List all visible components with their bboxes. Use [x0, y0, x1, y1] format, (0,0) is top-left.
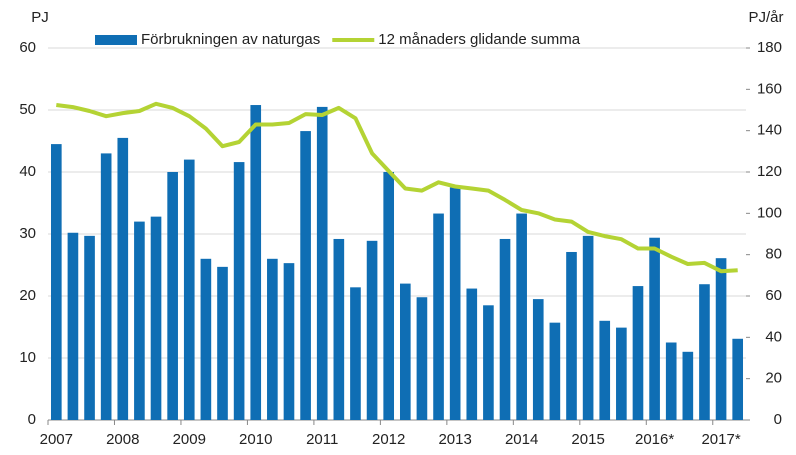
y2-tick-label: 140: [757, 122, 782, 139]
bar: [333, 238, 345, 420]
bar: [283, 263, 295, 420]
bar: [699, 284, 710, 420]
legend-label: 12 månaders glidande summa: [378, 31, 580, 48]
bar: [566, 251, 577, 420]
y-tick-label: 20: [19, 287, 36, 304]
bar: [549, 322, 561, 420]
y2-tick-label: 180: [757, 39, 782, 56]
y2-tick-label: 40: [765, 328, 782, 345]
bar: [399, 283, 411, 420]
bar: [499, 238, 511, 420]
y-tick-label: 50: [19, 101, 36, 118]
bar: [100, 153, 112, 420]
y2-tick-label: 160: [757, 80, 782, 97]
x-tick-label: 2015: [571, 431, 604, 448]
y2-tick-label: 100: [757, 204, 782, 221]
bar: [582, 235, 594, 420]
y2-tick-label: 80: [765, 246, 782, 263]
legend-label: Förbrukningen av naturgas: [141, 31, 320, 48]
bar: [350, 287, 361, 420]
bar: [715, 258, 727, 420]
y-tick-label: 40: [19, 163, 36, 180]
y2-tick-label: 60: [765, 287, 782, 304]
bar: [483, 305, 494, 420]
legend-swatch: [95, 35, 137, 45]
x-tick-label: 2008: [106, 431, 139, 448]
bar: [183, 159, 195, 420]
x-tick-label: 2012: [372, 431, 405, 448]
bar: [250, 105, 262, 420]
bar: [732, 338, 744, 420]
x-tick-label: 2011: [306, 431, 338, 448]
bar: [433, 213, 444, 420]
bar: [67, 232, 79, 420]
x-tick-label: 2014: [505, 431, 538, 448]
bar: [449, 187, 461, 420]
bar: [150, 216, 162, 420]
x-tick-label: 2009: [173, 431, 206, 448]
bar: [532, 299, 544, 420]
bar: [134, 221, 145, 420]
x-tick-label: 2016*: [635, 431, 674, 448]
y-tick-label: 30: [19, 225, 36, 242]
y2-tick-label: 0: [774, 411, 782, 428]
bar: [50, 144, 62, 420]
x-tick-label: 2007: [40, 431, 73, 448]
bar: [300, 131, 311, 420]
bar: [217, 266, 228, 420]
y-tick-label: 10: [19, 349, 36, 366]
bar: [117, 137, 129, 420]
y2-tick-label: 20: [765, 370, 782, 387]
bar: [599, 320, 611, 420]
y-tick-label: 0: [28, 411, 36, 428]
x-tick-label: 2017*: [701, 431, 740, 448]
bar: [416, 297, 428, 420]
line: [56, 101, 738, 274]
bar: [665, 342, 677, 420]
bar: [516, 213, 527, 420]
bar: [200, 258, 212, 420]
bar: [267, 258, 278, 420]
x-tick-label: 2010: [239, 431, 272, 448]
bar: [383, 172, 395, 420]
bar: [233, 162, 245, 420]
bar: [84, 235, 95, 420]
bar: [682, 351, 694, 420]
y2-axis-label: PJ/år: [748, 9, 783, 26]
bar: [616, 327, 627, 420]
y2-tick-label: 120: [757, 163, 782, 180]
x-tick-label: 2013: [438, 431, 471, 448]
bar: [316, 106, 328, 421]
y-axis-label: PJ: [31, 9, 49, 26]
bar: [167, 172, 178, 420]
bar: [366, 240, 378, 420]
bar: [466, 288, 478, 420]
bar: [649, 237, 660, 420]
y-tick-label: 60: [19, 39, 36, 56]
bar: [632, 286, 644, 420]
